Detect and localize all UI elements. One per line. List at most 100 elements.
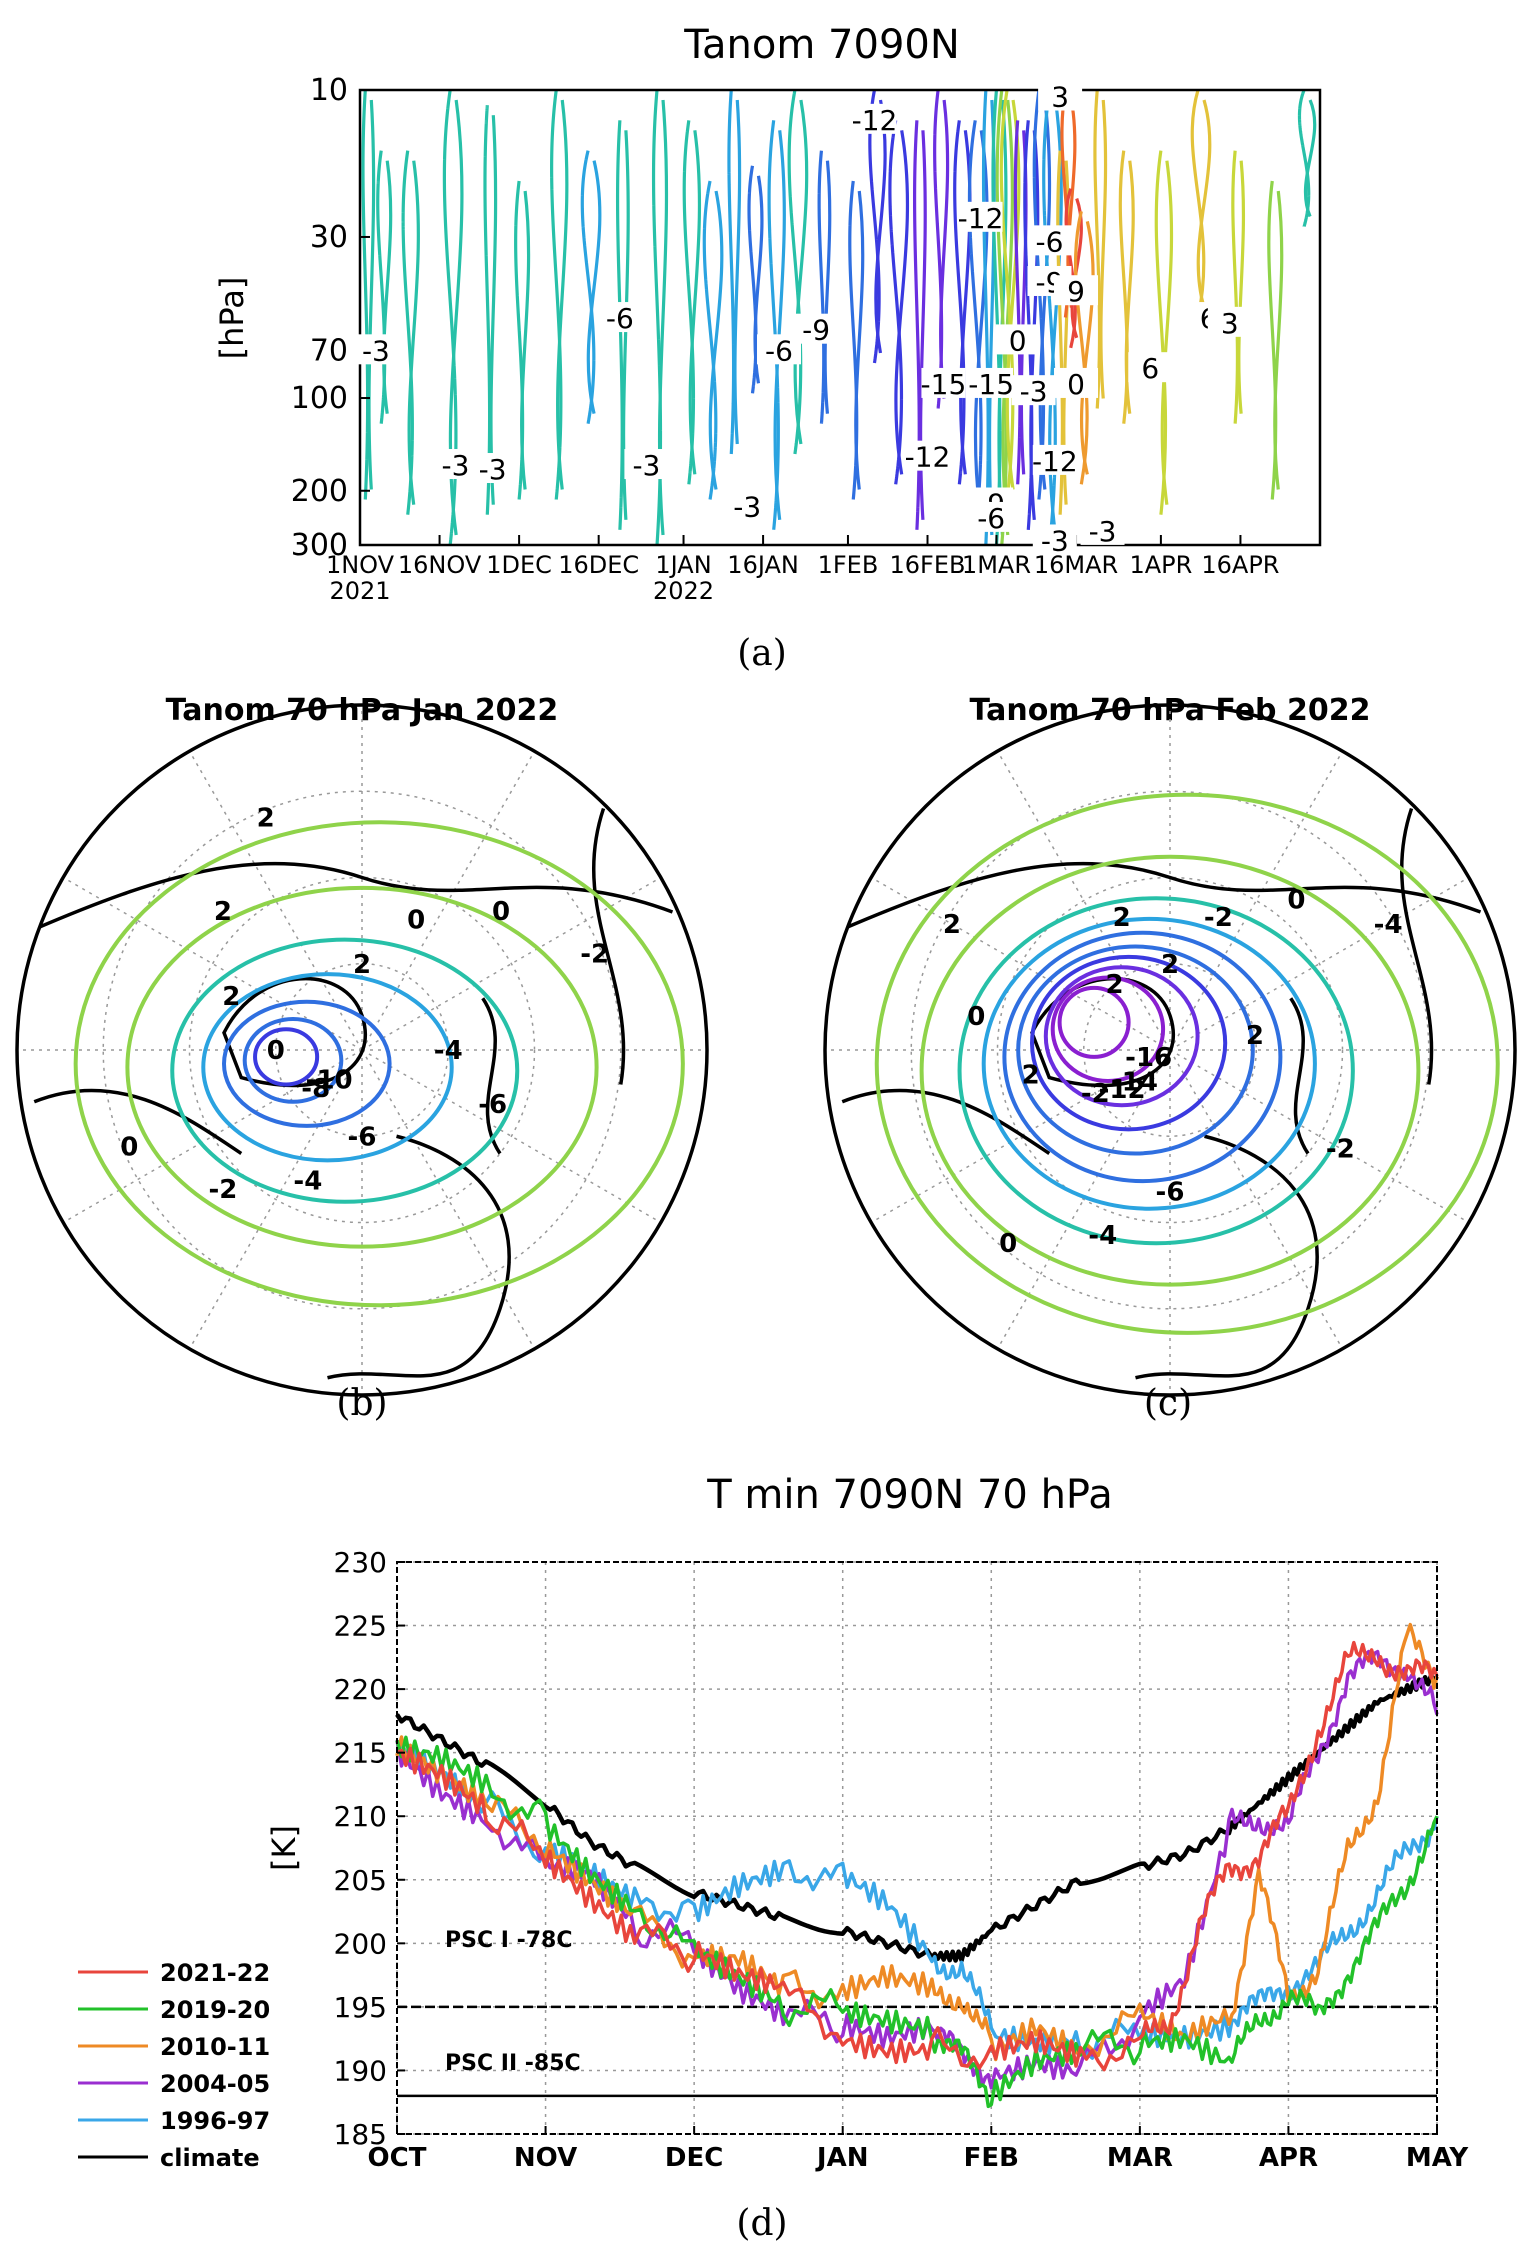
- coastline: [1289, 997, 1310, 1155]
- map-contour-label: 0: [267, 1036, 285, 1066]
- ytick-label: 205: [334, 1864, 387, 1897]
- contour-line: [1074, 210, 1089, 485]
- xtick-label: JAN: [815, 2143, 869, 2173]
- map-contour-label: 2: [353, 950, 371, 980]
- panel-d-series: [395, 1622, 1439, 2109]
- contour-label: -3: [1041, 524, 1069, 557]
- meridian: [1169, 750, 1344, 1051]
- contour-label-bg: [1054, 367, 1099, 398]
- meridian: [361, 1049, 536, 1350]
- map-contour-label: -2: [1326, 1134, 1355, 1164]
- map-contour-label: 0: [999, 1229, 1017, 1259]
- contour-label-bg: [921, 367, 966, 398]
- legend-label: 2021-22: [160, 1959, 270, 1987]
- ytick-label: 200: [334, 1927, 387, 1960]
- legend-label: 2004-05: [160, 2070, 270, 2098]
- xtick-label: 16MAR: [1034, 551, 1118, 579]
- reference-label: PSC I -78C: [445, 1928, 573, 1953]
- coastline: [33, 1088, 243, 1155]
- contour-label: -12: [852, 104, 898, 137]
- contour-line: [702, 180, 718, 500]
- ytick-label: 225: [334, 1610, 387, 1643]
- anomaly-contour: [242, 1016, 344, 1104]
- contour-label: -6: [606, 302, 634, 335]
- panel-a-title: Tanom 7090N: [683, 22, 960, 68]
- map-contour-label: -2: [209, 1175, 238, 1205]
- contour-label-bg: [353, 334, 398, 365]
- map-contour-label: -10: [306, 1065, 353, 1095]
- contour-label-bg: [852, 103, 897, 134]
- panel-a-ylabel: [hPa]: [213, 277, 251, 360]
- anomaly-contour: [1016, 944, 1255, 1156]
- coastline: [481, 997, 502, 1155]
- meridian: [361, 750, 536, 1051]
- contour-line: [708, 190, 724, 490]
- meridian: [188, 1049, 363, 1350]
- contour-line: [1013, 120, 1022, 485]
- contour-label: -12: [905, 441, 951, 474]
- contour-line: [556, 99, 569, 490]
- map-contour-label: -2: [580, 940, 609, 970]
- contour-label: -6: [977, 502, 1005, 535]
- map-contour-label: 2: [1113, 903, 1131, 933]
- coastline: [1135, 1134, 1319, 1380]
- contour-label-bg: [757, 334, 802, 365]
- contour-label: -3: [1089, 515, 1117, 548]
- meridian: [361, 876, 662, 1051]
- xtick-label: 16NOV: [398, 551, 482, 579]
- contour-label-bg: [969, 367, 1014, 398]
- panel-a-contours: [361, 90, 1317, 545]
- contour-line: [580, 150, 596, 424]
- map-contour-label: 0: [492, 897, 510, 927]
- caption-c: (c): [1144, 1383, 1192, 1424]
- contour-line: [967, 120, 983, 531]
- contour-line: [367, 99, 376, 490]
- anomaly-contour: [73, 820, 685, 1308]
- anomaly-contour: [874, 792, 1500, 1335]
- anomaly-contour: [201, 972, 454, 1163]
- contour-line: [973, 130, 989, 521]
- contour-line: [894, 130, 910, 475]
- contour-label-bg: [1054, 275, 1099, 306]
- panel-a-contour-labels: -3-3-3-6-3-3-6-9-12-15-12-12-15-9-60-3-6…: [353, 80, 1252, 557]
- xyear-label: 2021: [329, 577, 390, 605]
- contour-line: [1237, 160, 1246, 414]
- panel-a-contour-lines: [361, 90, 1317, 545]
- contour-line: [1093, 90, 1102, 409]
- contour-label: 0: [1067, 368, 1085, 401]
- contour-label-bg: [725, 490, 770, 521]
- contour-label-bg: [794, 313, 839, 344]
- anomaly-contour: [919, 854, 1421, 1287]
- contour-line: [823, 160, 832, 414]
- ytick-label: 190: [334, 2054, 387, 2087]
- contour-label: -12: [1032, 445, 1078, 478]
- ytick-label: 210: [334, 1800, 387, 1833]
- contour-label-bg: [1032, 444, 1077, 475]
- contour-line: [767, 120, 780, 530]
- contour-line: [1124, 160, 1135, 414]
- contour-label: -15: [968, 368, 1014, 401]
- contour-label-bg: [1027, 225, 1072, 256]
- contour-label-bg: [1207, 306, 1252, 337]
- anomaly-contour: [1057, 985, 1131, 1059]
- xtick-label: NOV: [514, 2143, 577, 2173]
- latitude-circle: [1083, 963, 1257, 1137]
- xtick-label: 16DEC: [558, 551, 639, 579]
- panel-d-title: T min 7090N 70 hPa: [706, 1472, 1113, 1518]
- contour-line: [817, 150, 826, 424]
- map-contour-label: -6: [348, 1122, 377, 1152]
- contour-line: [586, 160, 602, 415]
- contour-line: [1303, 99, 1317, 218]
- contour-line: [1231, 150, 1240, 424]
- caption-d: (d): [736, 2203, 787, 2244]
- ytick-label: 185: [334, 2118, 387, 2151]
- xtick-label: 1JAN: [655, 551, 711, 579]
- contour-line: [1080, 220, 1095, 475]
- latitude-circle: [188, 876, 536, 1224]
- contour-line: [550, 90, 563, 500]
- contour-label-bg: [995, 324, 1040, 355]
- legend-label: climate: [160, 2144, 260, 2172]
